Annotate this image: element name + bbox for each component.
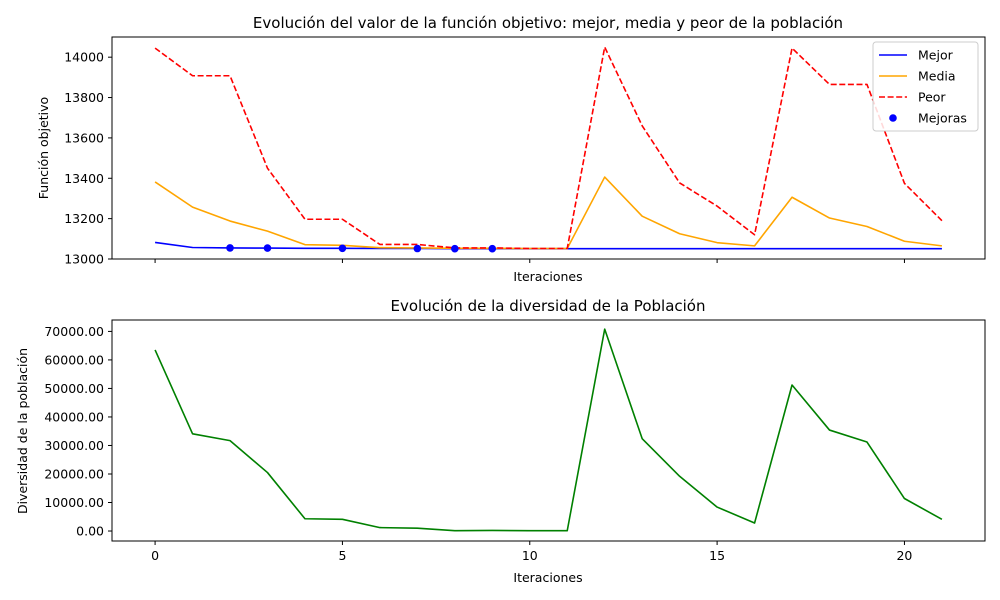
chart-title: Evolución de la diversidad de la Poblaci… xyxy=(391,297,706,315)
x-tick-label: 20 xyxy=(896,548,912,563)
y-tick-label: 13200 xyxy=(64,211,104,226)
marker-mejoras xyxy=(488,244,497,253)
y-tick-label: 13800 xyxy=(64,90,104,105)
marker-mejoras xyxy=(338,244,347,253)
y-tick-label: 0.00 xyxy=(76,524,104,539)
legend-marker-mejoras xyxy=(889,114,897,122)
legend: Mejor Media Peor Mejoras xyxy=(872,41,979,132)
chart-title: Evolución del valor de la función objeti… xyxy=(253,14,843,32)
legend-box xyxy=(872,41,979,132)
plot-frame xyxy=(111,36,986,260)
y-tick-label: 14000 xyxy=(64,50,104,65)
x-tick-label: 5 xyxy=(338,548,346,563)
y-tick-label: 30000.00 xyxy=(44,438,104,453)
marker-mejoras xyxy=(226,244,234,252)
y-tick-label: 20000.00 xyxy=(44,466,104,481)
plot-frame xyxy=(111,319,986,542)
y-tick-label: 13400 xyxy=(64,171,104,186)
legend-label-mejor: Mejor xyxy=(918,48,954,63)
marker-mejoras xyxy=(413,244,422,253)
y-tick-label: 40000.00 xyxy=(44,409,104,424)
x-axis-label: Iteraciones xyxy=(513,570,582,585)
marker-mejoras xyxy=(263,244,272,252)
y-tick-label: 13000 xyxy=(64,252,104,267)
legend-label-mejoras: Mejoras xyxy=(918,111,967,126)
y-axis-label: Diversidad de la población xyxy=(15,348,30,514)
line-peor xyxy=(154,46,943,250)
objective-function-chart: Evolución del valor de la función objeti… xyxy=(36,14,986,284)
y-axis-label: Función objetivo xyxy=(36,97,51,199)
x-tick-label: 0 xyxy=(151,548,159,563)
y-tick-label: 10000.00 xyxy=(44,495,104,510)
y-tick-label: 60000.00 xyxy=(44,352,104,367)
diversity-chart: Evolución de la diversidad de la Poblaci… xyxy=(15,297,986,585)
line-media xyxy=(154,176,943,250)
legend-label-media: Media xyxy=(918,69,956,84)
x-tick-label: 10 xyxy=(522,548,538,563)
x-axis-label: Iteraciones xyxy=(513,269,582,284)
line-diversity xyxy=(154,328,943,532)
legend-label-peor: Peor xyxy=(918,90,946,105)
x-tick-label: 15 xyxy=(709,548,725,563)
marker-mejoras xyxy=(451,244,459,253)
y-tick-label: 13600 xyxy=(64,130,104,145)
y-tick-label: 70000.00 xyxy=(44,324,104,339)
y-tick-label: 50000.00 xyxy=(44,381,104,396)
